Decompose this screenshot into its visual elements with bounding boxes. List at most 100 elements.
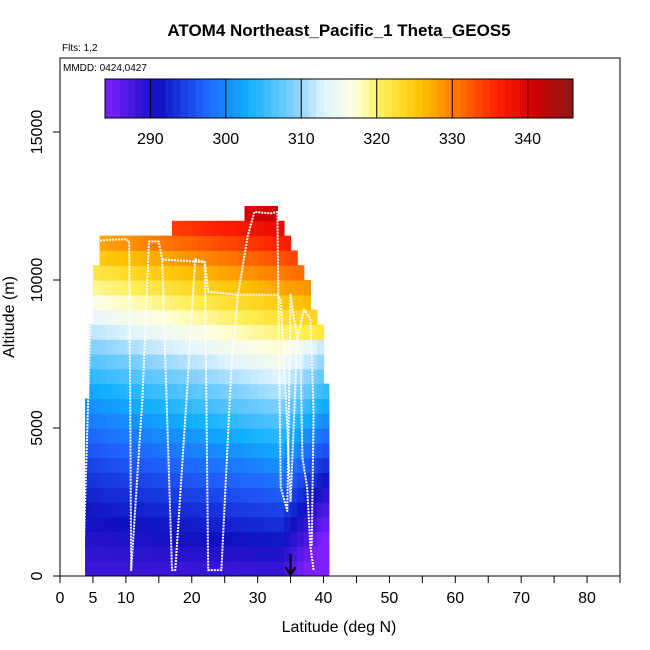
heatmap-cell [106, 472, 114, 488]
heatmap-cell [106, 398, 114, 414]
heatmap-cell [125, 457, 134, 473]
heatmap-cell [257, 413, 265, 429]
heatmap-cell [152, 265, 160, 281]
heatmap-cell [297, 309, 305, 325]
heatmap-cell [99, 442, 107, 459]
heatmap-cell [145, 368, 153, 385]
colorbar-segment [112, 79, 121, 118]
heatmap-cell [99, 354, 107, 370]
heatmap-cell [112, 354, 120, 370]
heatmap-cell [290, 354, 298, 370]
y-tick-label: 0 [29, 571, 46, 580]
heatmap-cell [172, 324, 180, 340]
heatmap-cell [211, 220, 219, 237]
heatmap-cell [290, 502, 298, 518]
colorbar-segment [157, 79, 166, 118]
heatmap-cell [264, 516, 272, 533]
heatmap-cell [85, 398, 93, 414]
heatmap-cell [303, 413, 311, 429]
colorbar-tick-label: 290 [137, 131, 164, 148]
colorbar-segment [278, 79, 287, 118]
heatmap-cell [316, 516, 325, 533]
heatmap-cell [191, 442, 199, 459]
colorbar-segment [384, 79, 393, 118]
heatmap-cell [251, 383, 259, 399]
colorbar-segment [271, 79, 280, 118]
heatmap-cell [165, 309, 173, 325]
heatmap-cell [165, 546, 173, 562]
heatmap-cell [191, 383, 199, 399]
heatmap-cell [211, 531, 219, 547]
heatmap-cell [251, 309, 259, 325]
heatmap-cell [178, 294, 186, 311]
heatmap-cell [132, 294, 140, 311]
x-tick-label: 50 [381, 590, 399, 607]
heatmap-cell [178, 413, 186, 429]
colorbar-segment [150, 79, 159, 118]
heatmap-cell [264, 368, 272, 385]
heatmap-cell [119, 531, 127, 547]
heatmap-cell [211, 368, 219, 385]
heatmap-cell [264, 487, 272, 503]
heatmap-cell [152, 413, 160, 429]
heatmap-cell [251, 413, 259, 429]
heatmap-cell [88, 472, 97, 488]
heatmap-cell [204, 235, 213, 251]
heatmap-cell [99, 339, 107, 355]
heatmap-cell [139, 472, 147, 488]
heatmap-cell [85, 561, 93, 576]
heatmap-cell [284, 235, 292, 251]
heatmap-cell [172, 413, 180, 429]
x-axis-label: Latitude (deg N) [282, 619, 397, 636]
heatmap-cell [106, 531, 114, 547]
heatmap-cell [251, 265, 259, 281]
heatmap-cell [303, 442, 311, 459]
colorbar-segment [248, 79, 257, 118]
heatmap-cell [257, 235, 265, 251]
heatmap-cell [322, 546, 330, 562]
heatmap-cell [211, 413, 219, 429]
heatmap-cell [264, 428, 272, 444]
heatmap-cell [185, 339, 193, 355]
heatmap-cell [257, 354, 265, 370]
heatmap-cell [224, 516, 232, 533]
heatmap-cell [277, 472, 285, 488]
heatmap-cell [257, 546, 265, 562]
heatmap-cell [284, 265, 292, 281]
colorbar-segment [391, 79, 400, 118]
heatmap-cell [178, 398, 186, 414]
colorbar-segment [369, 79, 378, 118]
heatmap-cell [218, 339, 226, 355]
heatmap-cell [270, 354, 279, 370]
heatmap-cell [322, 561, 330, 576]
heatmap-cell [316, 428, 325, 444]
heatmap-cell [257, 309, 265, 325]
heatmap-cell [316, 546, 325, 562]
colorbar-segment [489, 79, 499, 118]
heatmap-cell [257, 368, 265, 385]
heatmap-cell [303, 398, 311, 414]
colorbar-segment [520, 79, 529, 118]
heatmap-cell [322, 472, 330, 488]
heatmap-cell [99, 502, 107, 518]
heatmap-cell [178, 428, 186, 444]
heatmap-cell [237, 487, 246, 503]
heatmap-cell [139, 339, 147, 355]
heatmap-cell [237, 442, 246, 459]
heatmap-cell [92, 457, 101, 473]
heatmap-cell [244, 561, 252, 576]
heatmap-cell [106, 250, 114, 266]
y-tick-label: 15000 [29, 110, 46, 155]
y-tick-label: 10000 [29, 258, 46, 303]
heatmap-cell [204, 339, 213, 355]
heatmap-cell [106, 339, 114, 355]
heatmap-cell [178, 487, 186, 503]
heatmap-cell [303, 309, 311, 325]
heatmap-cell [277, 442, 285, 459]
flights-note: Flts: 1,2 [62, 43, 98, 54]
heatmap-cell [264, 339, 272, 355]
heatmap-cell [237, 561, 246, 576]
heatmap-cell [145, 428, 153, 444]
heatmap-cell [218, 457, 226, 473]
heatmap-cell [224, 339, 232, 355]
